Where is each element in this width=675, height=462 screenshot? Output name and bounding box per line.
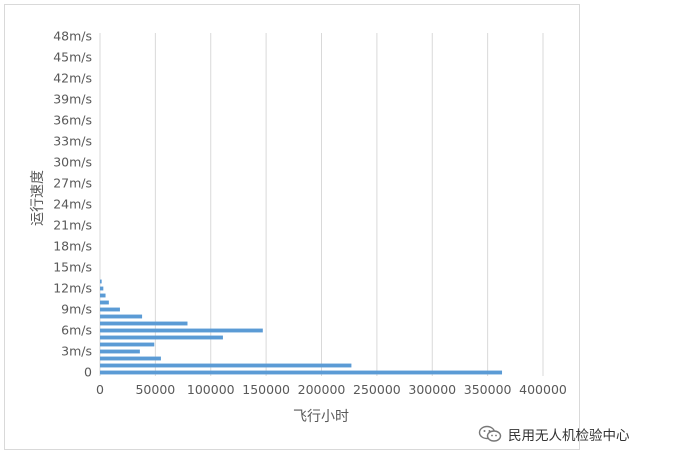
y-tick-label: 27m/s bbox=[53, 176, 92, 191]
y-tick-labels: 0 3m/s 6m/s 9m/s 12m/s 15m/s 18m/s 21m/s 24m/s 27… bbox=[53, 29, 92, 380]
x-tick-label: 250000 bbox=[353, 382, 401, 397]
y-tick-label: 9m/s bbox=[61, 302, 92, 317]
x-tick-label: 150000 bbox=[242, 382, 290, 397]
bar bbox=[100, 279, 102, 284]
y-tick-label: 21m/s bbox=[53, 218, 92, 233]
bar bbox=[100, 349, 140, 354]
bar bbox=[100, 300, 109, 305]
bar bbox=[100, 356, 161, 361]
x-tick-label: 0 bbox=[96, 382, 104, 397]
x-tick-labels: 0 50000 100000 150000 200000 250000 300000 3500… bbox=[96, 382, 567, 397]
bar bbox=[100, 314, 143, 319]
y-tick-label: 15m/s bbox=[53, 260, 92, 275]
bar bbox=[100, 363, 352, 368]
y-tick-label: 30m/s bbox=[53, 155, 92, 170]
x-tick-label: 200000 bbox=[298, 382, 346, 397]
bars bbox=[100, 279, 503, 375]
watermark: 民用无人机检验中心 bbox=[478, 424, 630, 444]
y-tick-label: 36m/s bbox=[53, 113, 92, 128]
wechat-icon bbox=[478, 425, 502, 442]
x-tick-label: 100000 bbox=[187, 382, 235, 397]
y-tick-label: 42m/s bbox=[53, 71, 92, 86]
x-tick-label: 50000 bbox=[135, 382, 175, 397]
bar bbox=[100, 293, 106, 298]
y-tick-label: 48m/s bbox=[53, 29, 92, 44]
y-tick-label: 39m/s bbox=[53, 92, 92, 107]
gridlines bbox=[99, 33, 544, 376]
bar bbox=[100, 321, 188, 326]
x-tick-label: 300000 bbox=[408, 382, 456, 397]
y-tick-label: 3m/s bbox=[61, 344, 92, 359]
y-tick-label: 18m/s bbox=[53, 239, 92, 254]
y-axis-title: 运行速度 bbox=[30, 170, 46, 226]
x-tick-label: 350000 bbox=[464, 382, 512, 397]
x-tick-label: 400000 bbox=[519, 382, 567, 397]
bar bbox=[100, 286, 104, 291]
y-tick-label: 0 bbox=[84, 365, 92, 380]
bar bbox=[100, 307, 120, 312]
y-tick-label: 33m/s bbox=[53, 134, 92, 149]
bar bbox=[100, 335, 223, 340]
bar bbox=[100, 328, 263, 333]
bar bbox=[100, 370, 503, 375]
bar bbox=[100, 342, 155, 347]
y-tick-label: 24m/s bbox=[53, 197, 92, 212]
y-tick-label: 45m/s bbox=[53, 50, 92, 65]
y-tick-label: 6m/s bbox=[61, 323, 92, 338]
watermark-text: 民用无人机检验中心 bbox=[508, 428, 630, 444]
y-tick-label: 12m/s bbox=[53, 281, 92, 296]
x-axis-title: 飞行小时 bbox=[293, 409, 349, 425]
